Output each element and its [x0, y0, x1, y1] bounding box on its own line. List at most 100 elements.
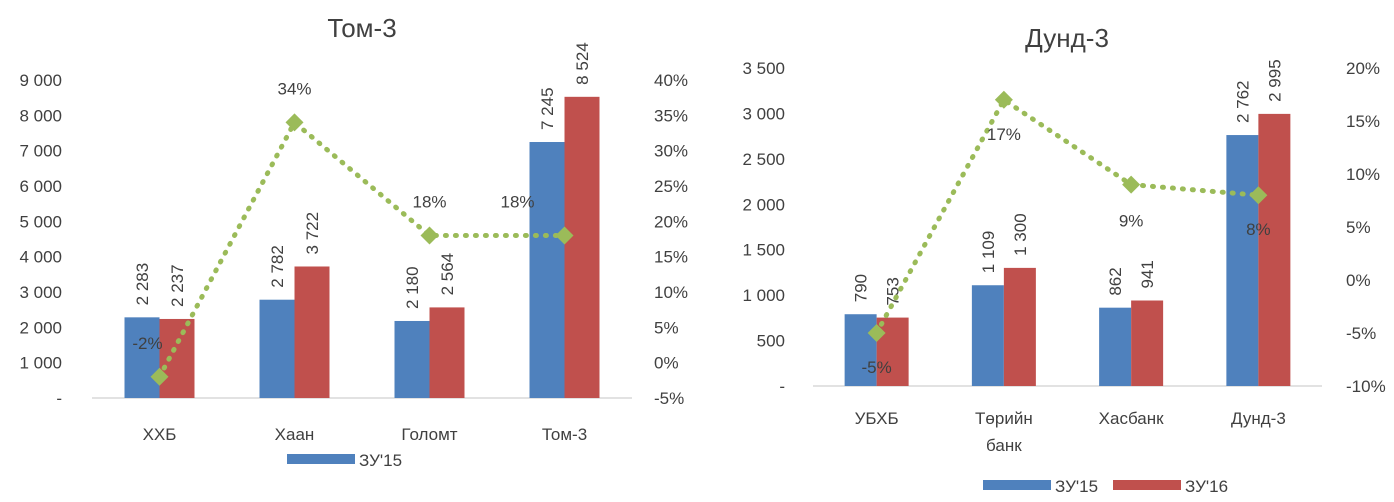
bar-series-2 — [1258, 113, 1291, 386]
growth-label: 34% — [277, 79, 311, 98]
y2-tick-label: 25% — [654, 177, 688, 196]
growth-label: -5% — [862, 358, 892, 377]
growth-label: 17% — [987, 125, 1021, 144]
legend-label: ЗУ'15 — [359, 451, 402, 470]
category-label: банк — [986, 436, 1022, 455]
growth-marker — [867, 324, 886, 342]
y-tick-label: 2 500 — [742, 150, 785, 169]
growth-line — [874, 96, 1261, 336]
bar-series-1 — [844, 314, 877, 386]
y-tick-label: 500 — [757, 332, 785, 351]
y2-tick-label: 30% — [654, 142, 688, 161]
bar-value-label: 2 564 — [438, 253, 457, 296]
growth-marker — [994, 90, 1013, 109]
y2-tick-label: 15% — [654, 248, 688, 267]
bar-series-2 — [294, 266, 330, 398]
category-label: Том-3 — [542, 425, 587, 444]
category-label: Дунд-3 — [1231, 409, 1286, 428]
y-tick-label: 3 000 — [742, 104, 785, 123]
bar-value-label: 2 180 — [403, 266, 422, 309]
y-tick-label: 5 000 — [19, 212, 62, 231]
legend-label: ЗУ'16 — [1185, 477, 1228, 496]
y2-tick-label: 20% — [1346, 59, 1380, 78]
bar-series-1 — [971, 285, 1004, 386]
growth-marker — [1249, 186, 1268, 205]
y-tick-label: 6 000 — [19, 177, 62, 196]
growth-label: 9% — [1119, 212, 1144, 231]
bar-value-label: 941 — [1138, 260, 1157, 288]
y2-tick-label: 35% — [654, 106, 688, 125]
y2-tick-label: -10% — [1346, 377, 1386, 396]
growth-label: 18% — [500, 192, 534, 211]
y-tick-label: 9 000 — [19, 71, 62, 90]
growth-label: -2% — [132, 334, 162, 353]
chart-title: Дунд-3 — [1025, 23, 1109, 53]
bar-series-1 — [529, 142, 565, 398]
y-tick-label: 3 000 — [19, 283, 62, 302]
category-label: ХХБ — [143, 425, 177, 444]
y2-tick-label: 20% — [654, 212, 688, 231]
bar-series-2 — [876, 317, 909, 386]
y-tick-label: 7 000 — [19, 142, 62, 161]
y-tick-label: 3 500 — [742, 59, 785, 78]
growth-marker — [1122, 175, 1141, 194]
y2-tick-label: 0% — [1346, 271, 1371, 290]
bar-value-label: 1 109 — [979, 231, 998, 274]
bar-series-2 — [564, 96, 600, 398]
category-label: УБХБ — [855, 409, 899, 428]
y2-tick-label: 5% — [1346, 218, 1371, 237]
y2-tick-label: 10% — [654, 283, 688, 302]
y-tick-label: 8 000 — [19, 106, 62, 125]
bar-value-label: 2 762 — [1233, 81, 1252, 124]
bar-value-label: 2 995 — [1265, 59, 1284, 102]
legend-label: ЗУ'15 — [1055, 477, 1098, 496]
growth-label: 8% — [1246, 220, 1271, 239]
chart-title: Том-3 — [327, 13, 396, 43]
y2-tick-label: -5% — [1346, 324, 1376, 343]
bar-value-label: 2 283 — [133, 263, 152, 306]
category-label: Хасбанк — [1099, 409, 1164, 428]
bar-value-label: 2 237 — [168, 264, 187, 307]
bar-value-label: 1 300 — [1011, 213, 1030, 256]
growth-marker — [285, 113, 304, 132]
y2-tick-label: 40% — [654, 71, 688, 90]
bar-series-1 — [1226, 135, 1259, 386]
y-tick-label: 4 000 — [19, 248, 62, 267]
y2-tick-label: 5% — [654, 318, 679, 337]
y-tick-label: - — [779, 377, 785, 396]
bar-value-label: 3 722 — [303, 212, 322, 255]
growth-line — [157, 118, 567, 380]
legend-swatch — [983, 480, 1051, 490]
y2-tick-label: 10% — [1346, 165, 1380, 184]
bar-series-1 — [259, 299, 295, 398]
bar-value-label: 7 245 — [538, 87, 557, 130]
growth-label: 18% — [412, 192, 446, 211]
category-label: Голомт — [401, 425, 457, 444]
bar-value-label: 862 — [1106, 267, 1125, 295]
bar-value-label: 8 524 — [573, 42, 592, 85]
bar-series-2 — [159, 318, 195, 398]
bar-series-1 — [394, 320, 430, 398]
category-label: Төрийн — [975, 409, 1033, 428]
bar-series-2 — [429, 307, 465, 398]
y2-tick-label: 15% — [1346, 112, 1380, 131]
y-tick-label: - — [56, 389, 62, 408]
y2-tick-label: 0% — [654, 354, 679, 373]
bar-series-1 — [1099, 307, 1132, 386]
bar-series-1 — [124, 317, 160, 398]
legend-swatch — [1113, 480, 1181, 490]
y-tick-label: 1 000 — [742, 286, 785, 305]
growth-marker — [555, 226, 574, 245]
y-tick-label: 2 000 — [742, 195, 785, 214]
y-tick-label: 1 500 — [742, 241, 785, 260]
bar-series-2 — [1131, 300, 1164, 386]
bar-value-label: 790 — [852, 274, 871, 302]
bar-series-2 — [1003, 267, 1036, 386]
y2-tick-label: -5% — [654, 389, 684, 408]
y-tick-label: 1 000 — [19, 354, 62, 373]
category-label: Хаан — [275, 425, 315, 444]
growth-marker — [420, 226, 439, 245]
y-tick-label: 2 000 — [19, 318, 62, 337]
